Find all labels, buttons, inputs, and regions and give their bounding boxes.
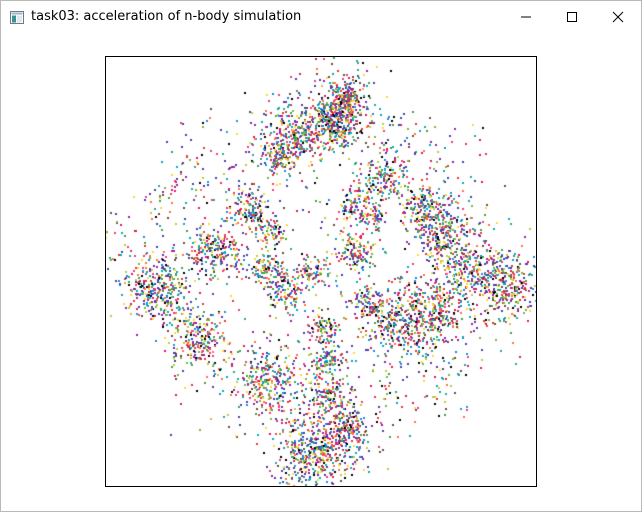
app-window-icon	[10, 9, 24, 24]
close-button[interactable]	[595, 1, 641, 32]
particle-canvas	[106, 57, 536, 486]
minimize-icon	[521, 16, 531, 18]
window-title: task03: acceleration of n-body simulatio…	[31, 9, 302, 24]
simulation-viewport	[105, 56, 537, 487]
client-area	[1, 32, 641, 511]
close-icon	[612, 11, 624, 23]
minimize-button[interactable]	[503, 1, 549, 32]
maximize-button[interactable]	[549, 1, 595, 32]
maximize-icon	[567, 12, 577, 22]
title-bar[interactable]: task03: acceleration of n-body simulatio…	[1, 1, 641, 32]
